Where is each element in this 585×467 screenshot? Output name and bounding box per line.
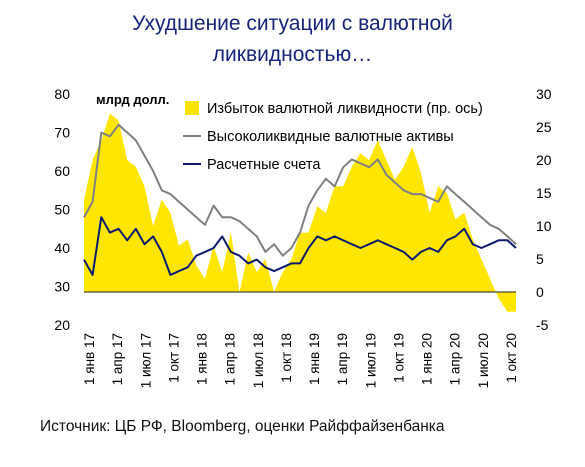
right-axis-tick-label: 0 [536,284,544,300]
source-note: Источник: ЦБ РФ, Bloomberg, оценки Райфф… [40,418,445,435]
legend-excess-liquidity-swatch [185,101,199,115]
right-axis-tick-label: -5 [536,317,549,333]
x-axis-tick-label: 1 окт 17 [166,333,181,383]
legend-settlement-accounts-label: Расчетные счета [207,157,321,173]
left-axis-tick-label: 30 [54,279,70,295]
left-axis-tick-label: 50 [54,202,70,218]
x-axis-tick-label: 1 янв 19 [307,333,322,385]
chart-title: Ухудшение ситуации с валютной ликвидност… [0,8,585,70]
x-axis-tick-label: 1 окт 18 [279,333,294,383]
x-axis-tick-label: 1 янв 18 [195,333,210,385]
right-axis-tick-label: 25 [536,119,552,135]
right-axis-tick-label: 5 [536,251,544,267]
x-axis-tick-label: 1 янв 17 [82,333,97,385]
x-axis-tick-label: 1 июл 19 [363,333,378,388]
x-axis-tick-label: 1 окт 20 [504,333,519,383]
x-axis-tick-label: 1 июл 18 [251,333,266,388]
x-axis-tick-label: 1 апр 20 [448,333,463,385]
x-axis-tick-label: 1 июл 17 [138,333,153,388]
legend-hqla-label: Высоколиквидные валютные активы [207,129,454,145]
legend-excess-liquidity-label: Избыток валютной ликвидности (пр. ось) [207,101,483,117]
x-axis-tick-label: 1 окт 19 [392,333,407,383]
left-axis-tick-label: 20 [54,317,70,333]
lines-layer [83,123,517,276]
title-line-2: ликвидностью… [212,43,373,66]
x-axis-tick-label: 1 апр 17 [110,333,125,385]
left-axis-tick-label: 60 [54,163,70,179]
chart: 20 30 40 50 60 70 80 -5 0 5 10 15 20 25 30 1 янв 17 1 ап… [54,86,551,388]
unit-label: млрд долл. [96,92,169,107]
left-axis-tick-label: 70 [54,125,70,141]
right-axis-tick-label: 30 [536,86,552,102]
settlement-accounts-line [83,216,517,276]
hqla-line [83,123,517,257]
right-axis-tick-label: 15 [536,185,552,201]
left-axis-tick-label: 40 [54,240,70,256]
legend: Избыток валютной ликвидности (пр. ось) Вы… [183,101,483,173]
x-axis-tick-label: 1 апр 18 [223,333,238,385]
x-axis-tick-label: 1 янв 20 [420,333,435,385]
right-axis-tick-label: 20 [536,152,552,168]
axes-layer: 20 30 40 50 60 70 80 -5 0 5 10 15 20 25 30 1 янв 17 1 ап… [54,86,551,388]
right-axis-tick-label: 10 [536,218,552,234]
x-axis-tick-label: 1 апр 19 [335,333,350,385]
x-axis-tick-label: 1 июл 20 [476,333,491,388]
title-line-1: Ухудшение ситуации с валютной [132,12,453,35]
left-axis-tick-label: 80 [54,86,70,102]
